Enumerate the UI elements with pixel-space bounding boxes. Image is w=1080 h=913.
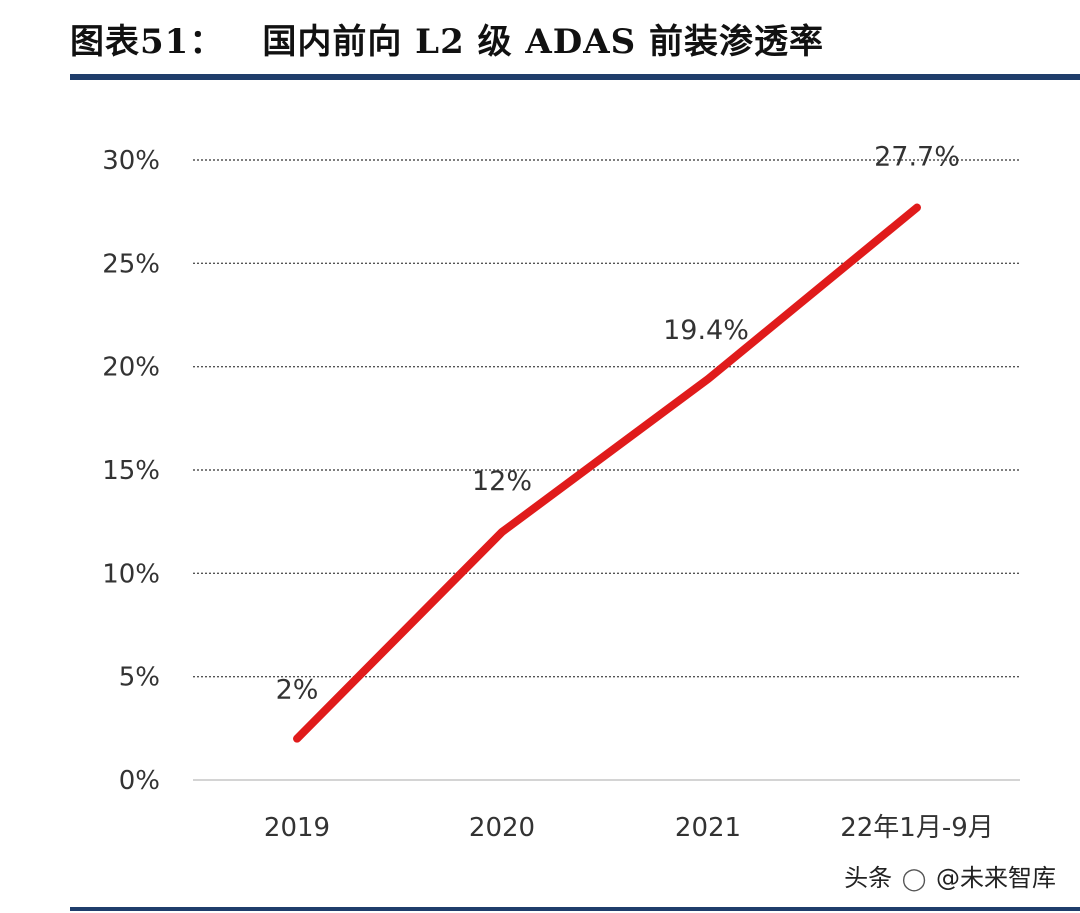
x-tick-label: 2021 bbox=[675, 813, 741, 843]
data-label: 12% bbox=[472, 466, 532, 497]
data-label: 27.7% bbox=[874, 142, 960, 173]
wechat-icon: ◯ bbox=[901, 867, 927, 892]
x-axis-ticks: 2019 2020 2021 22年1月-9月 bbox=[264, 813, 994, 843]
grid-lines bbox=[193, 159, 1020, 781]
title-rule bbox=[70, 74, 1080, 80]
data-label: 19.4% bbox=[663, 315, 749, 346]
x-tick-label: 2019 bbox=[264, 813, 330, 843]
y-tick-label: 15% bbox=[102, 456, 160, 486]
figure-title: 图表51： 国内前向 L2 级 ADAS 前装渗透率 bbox=[70, 14, 824, 70]
x-tick-label: 2020 bbox=[469, 813, 535, 843]
chart-title: 国内前向 L2 级 ADAS 前装渗透率 bbox=[262, 22, 825, 62]
watermark: 头条 ◯ @未来智库 bbox=[844, 858, 1056, 893]
y-tick-label: 25% bbox=[102, 249, 160, 279]
x-tick-label: 22年1月-9月 bbox=[840, 813, 994, 843]
y-tick-label: 30% bbox=[102, 146, 160, 176]
y-tick-label: 5% bbox=[119, 663, 160, 693]
y-tick-label: 10% bbox=[102, 559, 160, 589]
data-label: 2% bbox=[276, 675, 319, 706]
watermark-handle: @未来智库 bbox=[936, 864, 1056, 892]
y-tick-label: 0% bbox=[119, 766, 160, 796]
data-labels: 2% 12% 19.4% 27.7% bbox=[276, 142, 960, 706]
series bbox=[293, 203, 921, 743]
series-line bbox=[293, 203, 921, 743]
figure-label: 图表51： bbox=[70, 22, 225, 62]
y-axis-ticks: 0% 5% 10% 15% 20% 25% 30% bbox=[102, 146, 160, 796]
watermark-prefix: 头条 bbox=[844, 864, 893, 892]
y-tick-label: 20% bbox=[102, 353, 160, 383]
bottom-rule bbox=[70, 907, 1080, 911]
